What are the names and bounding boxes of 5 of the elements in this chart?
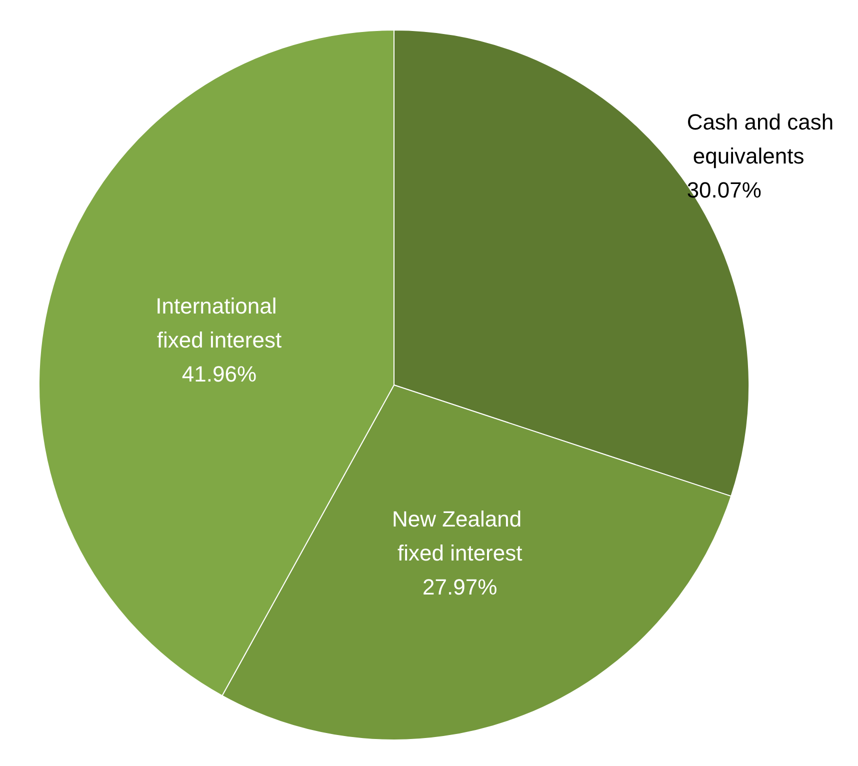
- slice-label: Cash and cash equivalents: [686, 110, 834, 169]
- data-label: 27.97%: [422, 574, 498, 600]
- slice-label: International fixed interest: [156, 293, 283, 352]
- slice-label: New Zealand fixed interest: [392, 506, 528, 566]
- data-label: 41.96%: [182, 361, 257, 386]
